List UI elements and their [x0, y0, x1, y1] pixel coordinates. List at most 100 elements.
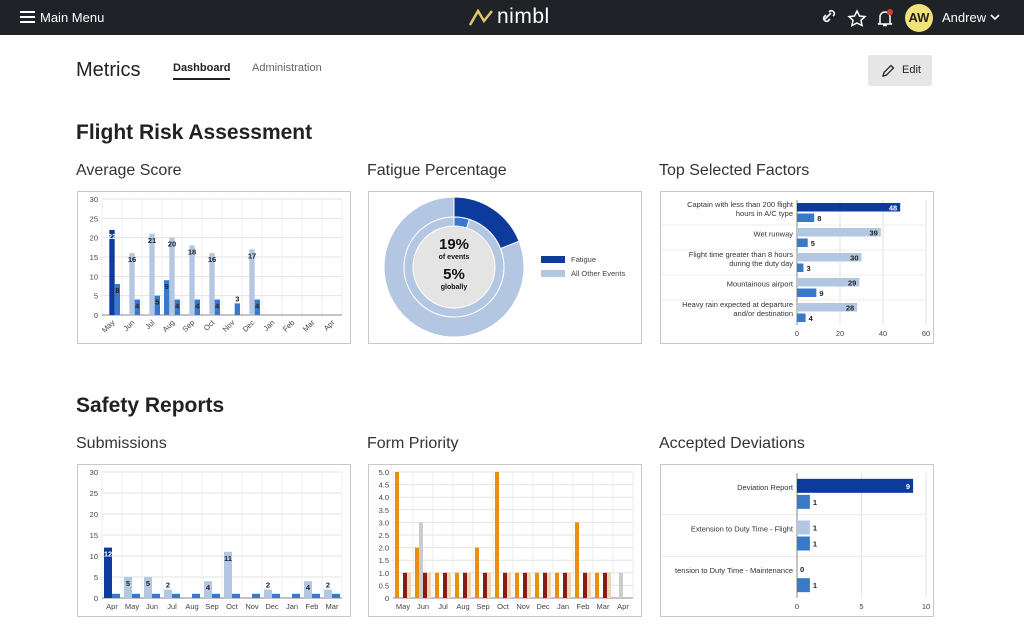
legend-swatch [541, 270, 565, 277]
x-tick-label: Mar [326, 602, 339, 611]
bar [543, 572, 547, 598]
y-tick-label: 0 [94, 311, 98, 320]
data-label: 4 [809, 314, 814, 323]
chart-box: 0 5 10 Deviation Report 9 1 Extension to Duty … [660, 464, 934, 617]
y-tick-label: 4.0 [379, 493, 389, 502]
category-label: Captain with less than 200 flight [687, 200, 794, 209]
bar [587, 572, 591, 598]
data-label: 48 [889, 203, 897, 212]
x-tick-label: May [125, 602, 139, 611]
user-name[interactable]: Andrew [942, 10, 987, 25]
bar [232, 593, 240, 598]
user-chevron[interactable] [990, 14, 1000, 21]
bar [403, 572, 407, 598]
y-tick-label: 30 [90, 195, 98, 204]
bar [523, 572, 527, 598]
bar [149, 233, 155, 315]
y-tick-label: 10 [90, 552, 98, 561]
bar [134, 299, 140, 315]
chart: 0 20 40 60 Captain with less than 200 flight… [661, 200, 930, 338]
bar [169, 237, 175, 315]
x-tick-label: Feb [577, 602, 590, 611]
y-tick-label: 25 [90, 214, 98, 223]
bar [797, 263, 804, 272]
data-label: 5 [155, 298, 159, 307]
page-title: Metrics [76, 59, 141, 81]
x-tick-label: May [396, 602, 410, 611]
link-icon[interactable] [822, 9, 836, 23]
data-label: 4 [135, 302, 140, 311]
data-label: 9 [819, 289, 823, 298]
bar [797, 536, 810, 551]
bar [797, 313, 806, 322]
bar [332, 593, 340, 598]
x-tick-label: 5 [859, 602, 863, 611]
chart-title: Fatigue Percentage [367, 162, 507, 179]
x-tick-label: Sep [181, 318, 197, 334]
edit-icon [882, 64, 895, 77]
y-tick-label: 1.5 [379, 556, 389, 565]
bar [164, 280, 170, 315]
x-tick-label: Oct [202, 317, 217, 332]
logo[interactable]: nimbl [497, 5, 550, 28]
category-label: Flight time greater than 8 hours [689, 250, 793, 259]
x-tick-label: Feb [281, 318, 297, 334]
y-tick-label: 4.5 [379, 481, 389, 490]
y-tick-label: 5.0 [379, 468, 389, 477]
bar [395, 472, 399, 598]
data-label: 8 [115, 286, 119, 295]
x-tick-label: 60 [922, 329, 930, 338]
bar [555, 572, 559, 598]
bar [797, 203, 901, 212]
bar [249, 249, 255, 315]
donut-segment [403, 216, 505, 318]
data-label: 4 [215, 302, 220, 311]
bar [603, 572, 607, 598]
x-tick-label: Jun [121, 318, 136, 333]
data-label: 3 [806, 264, 810, 273]
y-tick-label: 20 [90, 510, 98, 519]
data-label: 1 [813, 581, 817, 590]
chart: 19%of events 5%globally Fatigue All Other E… [383, 196, 625, 338]
edit-label[interactable]: Edit [902, 64, 921, 76]
center-value: 19% [439, 236, 469, 253]
bar [194, 299, 200, 315]
y-tick-label: 1.0 [379, 569, 389, 578]
star-icon[interactable] [847, 9, 867, 27]
bar [204, 581, 212, 598]
bar [272, 593, 280, 598]
menu-label[interactable]: Main Menu [40, 10, 105, 25]
data-label: 4 [206, 583, 211, 592]
data-label: 1 [813, 524, 817, 533]
category-label: Wet runway [754, 229, 794, 238]
y-tick-label: 2.0 [379, 544, 389, 553]
y-tick-label: 30 [90, 468, 98, 477]
menu-icon[interactable] [20, 11, 36, 24]
bar [595, 572, 599, 598]
avatar[interactable]: AW [905, 4, 933, 32]
data-label: 20 [168, 240, 176, 249]
legend-label: Fatigue [571, 255, 596, 264]
bar [189, 245, 195, 315]
y-tick-label: 0 [385, 594, 389, 603]
bar [109, 229, 115, 315]
bar [567, 572, 571, 598]
edit-button[interactable]: Edit [868, 55, 932, 86]
notification-badge [887, 9, 893, 15]
bar [415, 547, 419, 598]
category-label: Deviation Report [737, 483, 794, 492]
data-label: 4 [306, 583, 311, 592]
data-label: 22 [108, 232, 116, 241]
tab[interactable]: Administration [252, 62, 322, 74]
bar [104, 547, 112, 598]
x-tick-label: 40 [879, 329, 887, 338]
category-label: during the duty day [729, 259, 793, 268]
chart-title: Submissions [76, 435, 167, 452]
bar [797, 520, 810, 535]
tab-active[interactable]: Dashboard [173, 62, 231, 80]
x-tick-label: Nov [516, 602, 530, 611]
x-tick-label: Sep [476, 602, 489, 611]
x-tick-label: 20 [836, 329, 844, 338]
bar [212, 593, 220, 598]
